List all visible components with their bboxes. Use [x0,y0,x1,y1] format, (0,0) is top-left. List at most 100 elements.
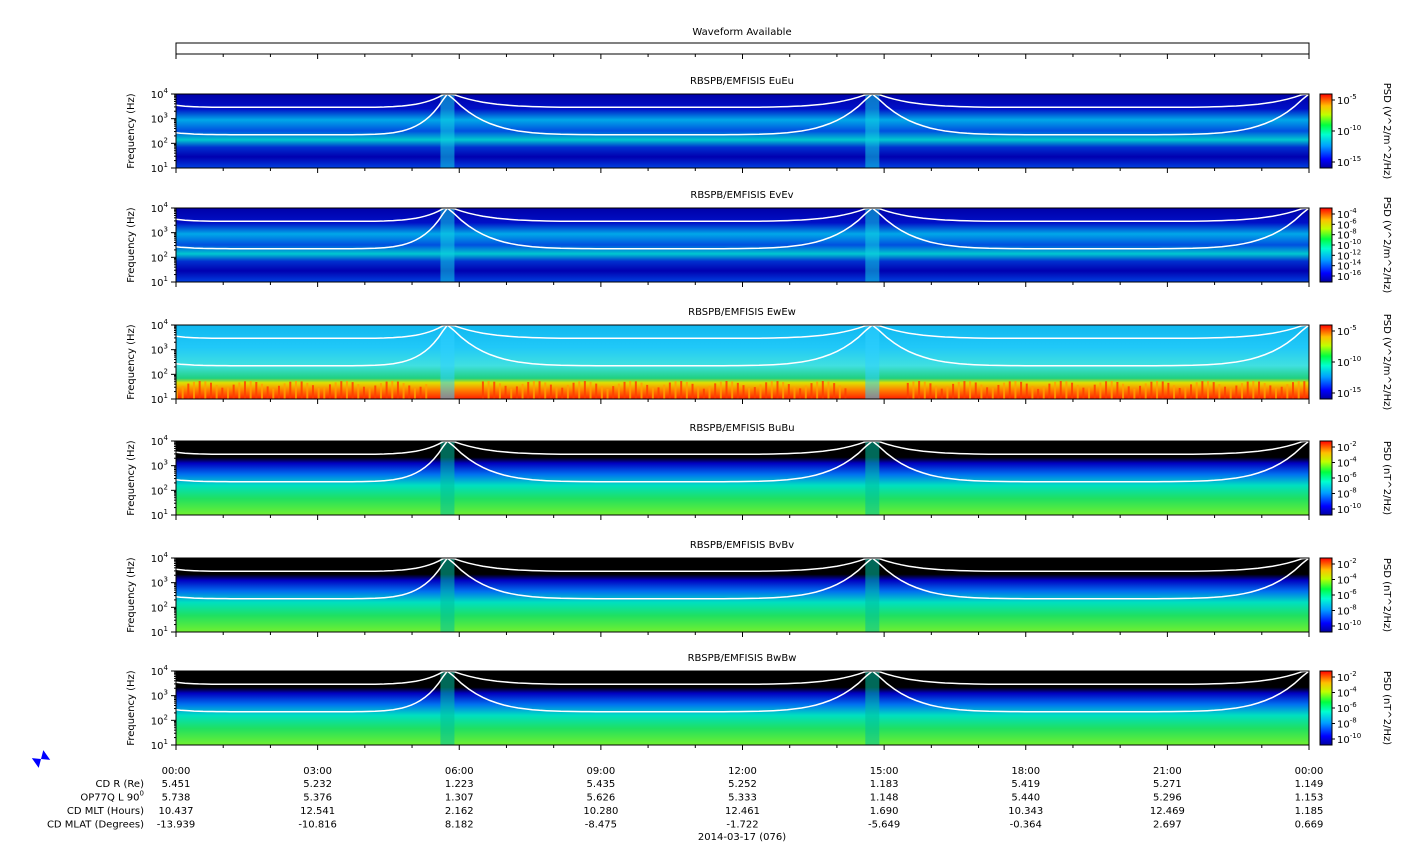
cutoff-curve [446,207,873,250]
cutoff-curve [872,324,1310,340]
y-tick-label: 104 [151,551,169,565]
colorbar-tick-label: 10-6 [1337,471,1357,485]
perigee-band [440,671,455,745]
intensity-streak [912,381,915,399]
intensity-streak [345,381,348,399]
intensity-streak [181,386,184,399]
colorbar-tick-label: 10-10 [1337,732,1361,746]
cutoff-curve [175,557,448,573]
intensity-streak [1275,388,1278,399]
intensity-streak [1071,382,1074,399]
ephemeris-value: 0.669 [1295,820,1324,831]
bowtie-icon[interactable] [31,750,51,768]
intensity-streak [787,384,790,399]
y-tick-label: 104 [151,87,169,101]
colorbar-label: PSD (V^2/m^2/Hz) [1381,83,1392,180]
waveform-available-ticks [175,54,1310,59]
ephemeris-value: 5.333 [728,793,757,804]
intensity-streak [266,386,269,399]
intensity-streak [1303,381,1306,399]
spectrogram-panel-5: RBSPB/EMFISIS BvBv 104 103 102 101 Frequency … [126,540,1392,639]
ephemeris-value: 12.469 [1150,806,1185,817]
cutoff-curve [447,670,873,686]
y-tick-label: 101 [151,508,168,522]
intensity-streak [702,388,705,399]
time-tick-label: 03:00 [303,766,332,777]
time-tick-label: 21:00 [1153,766,1182,777]
ephemeris-value: 2.697 [1153,820,1182,831]
colorbar-tick-label: 10-15 [1337,386,1361,400]
intensity-streak [923,381,926,399]
cutoff-curve [872,440,1310,456]
cutoff-curve [871,440,1310,483]
y-tick-label: 103 [151,689,168,703]
intensity-streak [379,383,382,399]
cutoff-curve [447,207,873,223]
time-tick-label: 18:00 [1011,766,1040,777]
ephemeris-value: -5.649 [868,820,900,831]
ephemeris-value: 5.376 [303,793,332,804]
y-tick-label: 101 [151,392,168,406]
intensity-streak [748,387,751,399]
colorbar [1319,440,1333,516]
intensity-streak [946,386,949,399]
y-tick-label: 103 [151,112,168,126]
cutoff-curve [175,93,448,136]
intensity-streak [725,381,728,399]
intensity-streak [238,382,241,399]
intensity-streak [1173,385,1176,399]
intensity-streak [1229,388,1232,399]
intensity-streak [634,381,637,399]
intensity-streak [935,385,938,399]
intensity-streak [1065,381,1068,399]
intensity-streak [833,383,836,399]
colorbar-tick-label: 10-5 [1337,324,1357,338]
time-tick-label: 09:00 [586,766,615,777]
ephemeris-value: 10.437 [159,806,194,817]
intensity-streak [1031,386,1034,399]
ephemeris-value: 5.419 [1011,779,1040,790]
intensity-streak [600,386,603,399]
colorbar-label: PSD (V^2/m^2/Hz) [1381,197,1392,294]
intensity-streak [657,387,660,399]
intensity-streak [838,385,841,399]
ephemeris-value: 5.626 [587,793,616,804]
intensity-streak [1076,384,1079,399]
colorbar-tick-label: 10-4 [1337,456,1357,470]
intensity-streak [1297,381,1300,399]
perigee-band [440,441,455,515]
colorbar-tick-label: 10-2 [1337,557,1357,571]
intensity-streak [940,388,943,399]
ephemeris-value: 10.343 [1008,806,1043,817]
intensity-streak [674,381,677,399]
colorbar-tick-label: 10-6 [1337,217,1357,231]
intensity-streak [1093,384,1096,399]
intensity-streak [328,384,331,399]
intensity-streak [334,382,337,399]
spectrogram-image [176,94,1309,168]
intensity-streak [742,385,745,399]
intensity-streak [487,381,490,399]
y-axis-title: Frequency (Hz) [126,557,137,633]
colorbar [1319,93,1333,169]
intensity-streak [640,382,643,399]
y-axis-title: Frequency (Hz) [126,207,137,283]
intensity-streak [1252,381,1255,399]
cutoff-curve [175,93,448,109]
intensity-streak [1258,381,1261,399]
intensity-streak [906,382,909,399]
colorbar-tick-label: 10-10 [1337,502,1361,516]
y-tick-label: 103 [151,576,168,590]
colorbar-tick-label: 10-10 [1337,355,1361,369]
intensity-streak [974,382,977,399]
intensity-streak [385,381,388,399]
intensity-streak [396,381,399,399]
cutoff-curve [872,557,1310,573]
intensity-streak [187,383,190,399]
intensity-streak [697,386,700,399]
waveform-available-panel: Waveform Available [175,27,1310,59]
time-tick-label: 12:00 [728,766,757,777]
intensity-streak [368,388,371,399]
intensity-streak [1014,381,1017,399]
